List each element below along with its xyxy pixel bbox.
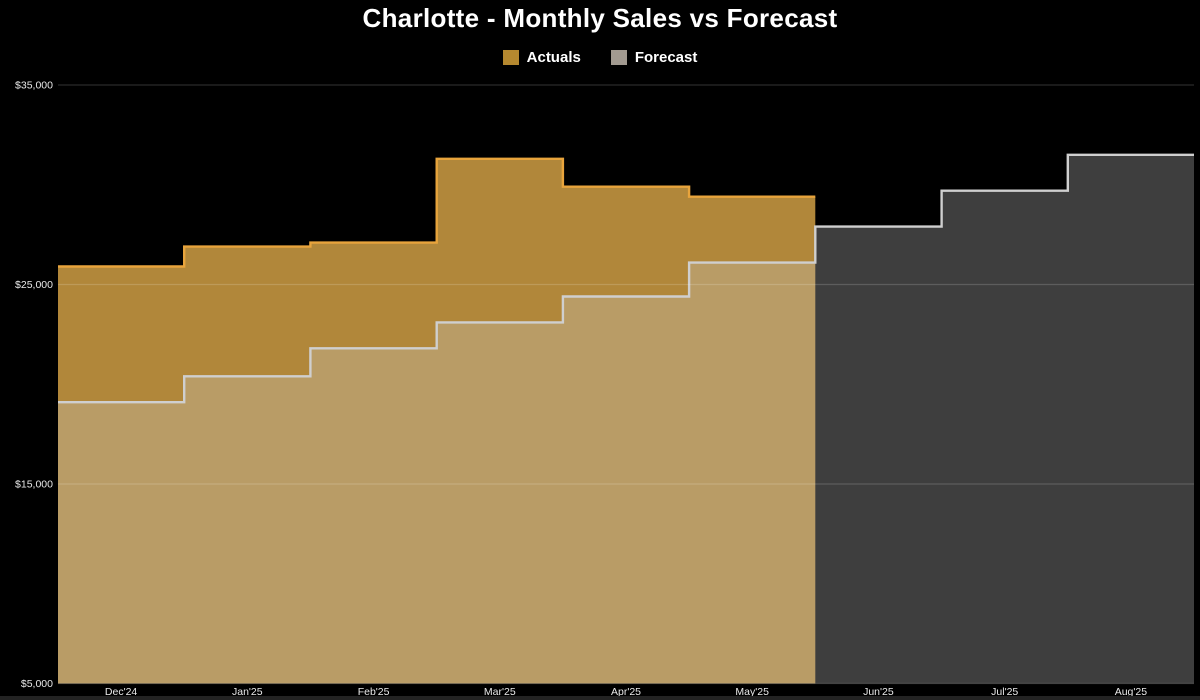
y-tick-label: $35,000 bbox=[15, 80, 53, 92]
series-area-actuals bbox=[58, 158, 816, 684]
legend-item-actuals[interactable]: Actuals bbox=[502, 49, 581, 66]
x-tick-label: Apr'25 bbox=[611, 686, 641, 698]
x-tick-label: Dec'24 bbox=[105, 686, 138, 698]
x-tick-label: Feb'25 bbox=[358, 686, 390, 698]
x-tick-label: Jan'25 bbox=[232, 686, 263, 698]
x-tick-label: Jul'25 bbox=[991, 686, 1018, 698]
x-tick-label: Mar'25 bbox=[484, 686, 516, 698]
legend-label-forecast: Forecast bbox=[634, 49, 698, 66]
y-tick-label: $15,000 bbox=[15, 479, 53, 491]
series-line-actuals bbox=[58, 157, 816, 268]
legend-item-forecast[interactable]: Forecast bbox=[610, 49, 698, 66]
series-area-forecast bbox=[58, 154, 1194, 684]
actuals-swatch-icon bbox=[502, 50, 519, 65]
x-tick-label: Aug'25 bbox=[1115, 686, 1148, 698]
x-tick-label: May'25 bbox=[735, 686, 769, 698]
legend: Actuals Forecast bbox=[0, 49, 1200, 66]
x-tick-label: Jun'25 bbox=[863, 686, 894, 698]
forecast-swatch-icon bbox=[610, 50, 627, 65]
series-line-forecast bbox=[58, 153, 1194, 404]
y-tick-label: $5,000 bbox=[21, 678, 53, 690]
chart-title: Charlotte - Monthly Sales vs Forecast bbox=[362, 3, 838, 33]
y-tick-label: $25,000 bbox=[15, 279, 53, 291]
legend-label-actuals: Actuals bbox=[526, 49, 581, 66]
bottom-border bbox=[0, 696, 1200, 700]
